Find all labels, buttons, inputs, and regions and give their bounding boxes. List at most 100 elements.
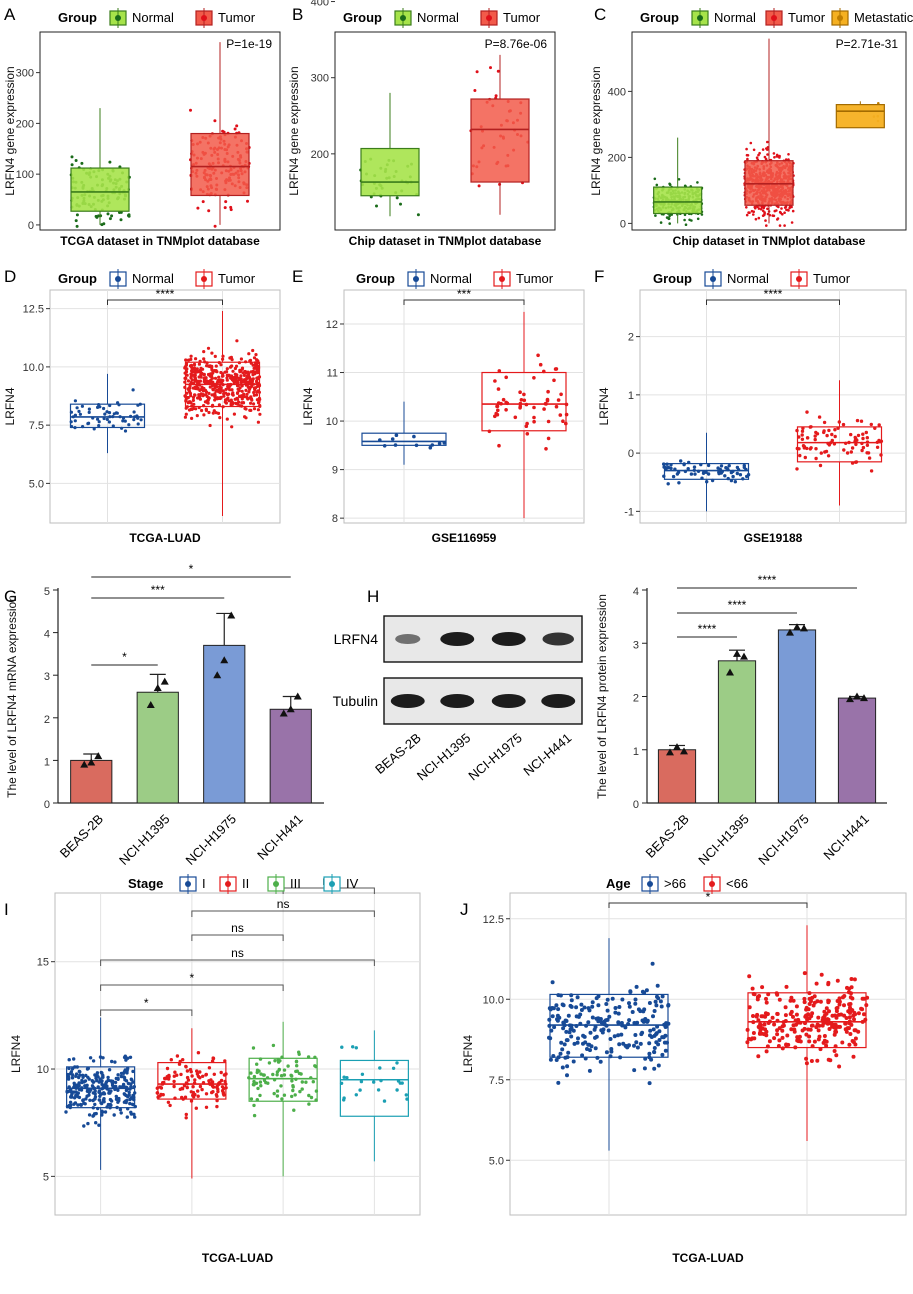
data-point [233, 366, 237, 371]
y-tick-label: 12.5 [483, 914, 504, 926]
data-point [250, 398, 254, 402]
data-point [826, 982, 831, 987]
blot-band [395, 633, 421, 645]
data-point [497, 369, 502, 373]
replicate-point [153, 683, 162, 691]
data-point [102, 406, 106, 411]
chart-C: 0 200 400 LRFN4 gene expression Chip dataset… [589, 8, 913, 248]
data-point [249, 370, 253, 374]
box-II [157, 1061, 227, 1100]
data-point [68, 1100, 73, 1105]
data-point [235, 124, 239, 128]
data-point [745, 147, 748, 151]
comparison-bracket [706, 299, 840, 305]
chart-I: 51015LRFN4TCGA-LUADnsnsnsns**StageIIIIII… [9, 874, 421, 1265]
legend-key-dot [273, 881, 279, 887]
legend-key-dot [499, 276, 505, 282]
data-point [252, 407, 257, 411]
data-point [773, 156, 776, 159]
data-point [525, 421, 529, 426]
legend-label: Normal [714, 10, 756, 25]
data-point [107, 420, 111, 424]
data-point [655, 983, 660, 988]
y-tick-label: 200 [608, 152, 626, 164]
y-tick-label: 400 [311, 0, 329, 9]
data-point [686, 467, 690, 471]
blot-lane-label: NCI-H441 [520, 730, 574, 779]
data-point [69, 1070, 74, 1074]
data-point [217, 396, 221, 400]
data-point [238, 394, 242, 399]
data-point [225, 367, 229, 371]
data-point [125, 1115, 129, 1119]
legend-key-dot [185, 881, 191, 887]
box-Normal [69, 403, 146, 429]
data-point [738, 473, 743, 477]
legend-label: I [202, 876, 206, 891]
data-point [532, 376, 536, 380]
y-tick-label: 100 [16, 169, 34, 181]
data-point [869, 422, 873, 427]
data-point [554, 404, 559, 409]
data-point [94, 1121, 98, 1125]
data-point [197, 375, 201, 379]
comparison-bracket [403, 299, 525, 305]
data-point [565, 1073, 569, 1078]
data-point [859, 419, 864, 423]
box-Normal [360, 147, 420, 197]
data-point [232, 412, 236, 416]
data-point [642, 1066, 647, 1071]
data-point [81, 1075, 85, 1080]
data-point [69, 1088, 73, 1093]
data-point [111, 424, 115, 428]
data-point [542, 407, 546, 411]
x-tick-label: NCI-H441 [820, 811, 871, 862]
data-point [861, 445, 866, 450]
data-point [809, 1059, 814, 1063]
y-tick-label: 2 [628, 332, 634, 344]
chart-B: 200 300 400 LRFN4 gene expression Chip datas… [287, 0, 556, 248]
data-point [437, 441, 442, 446]
data-point [184, 358, 188, 362]
data-point [790, 221, 794, 224]
data-point [197, 362, 201, 366]
data-point [494, 411, 499, 416]
data-point [556, 398, 561, 402]
data-point [76, 1103, 80, 1107]
data-point [107, 1089, 111, 1093]
data-point [351, 1045, 355, 1049]
data-point [105, 417, 109, 421]
data-point [745, 206, 748, 209]
data-point [761, 214, 765, 217]
data-point [245, 376, 249, 380]
legend-title: Stage [128, 876, 163, 891]
data-point [787, 153, 790, 156]
data-point [126, 214, 130, 217]
data-point [856, 433, 861, 438]
data-point [558, 413, 563, 417]
data-point [66, 1073, 70, 1077]
significance-label: ns [231, 946, 244, 960]
data-point [560, 1065, 565, 1070]
data-point [497, 443, 501, 448]
data-point [833, 428, 837, 432]
bar-BEAS-2B [70, 759, 113, 804]
data-point [80, 161, 84, 165]
data-point [255, 379, 259, 383]
data-point [735, 465, 740, 470]
data-point [795, 467, 799, 471]
data-point [131, 1069, 135, 1074]
data-point [783, 211, 786, 214]
data-point [235, 373, 239, 377]
data-point [207, 396, 211, 400]
data-point [93, 1073, 97, 1077]
chart-J: 5.0 7.5 10.0 12.5 LRFN4 TCGA-LUAD * Age >66 <66 [461, 874, 907, 1265]
data-point [258, 412, 262, 416]
data-point [133, 1115, 137, 1119]
legend-label: Normal [132, 10, 174, 25]
blot-band [390, 694, 425, 708]
significance-label: **** [728, 598, 747, 612]
data-point [803, 455, 807, 460]
y-axis-label: LRFN4 [3, 387, 17, 425]
data-point [815, 1058, 820, 1063]
